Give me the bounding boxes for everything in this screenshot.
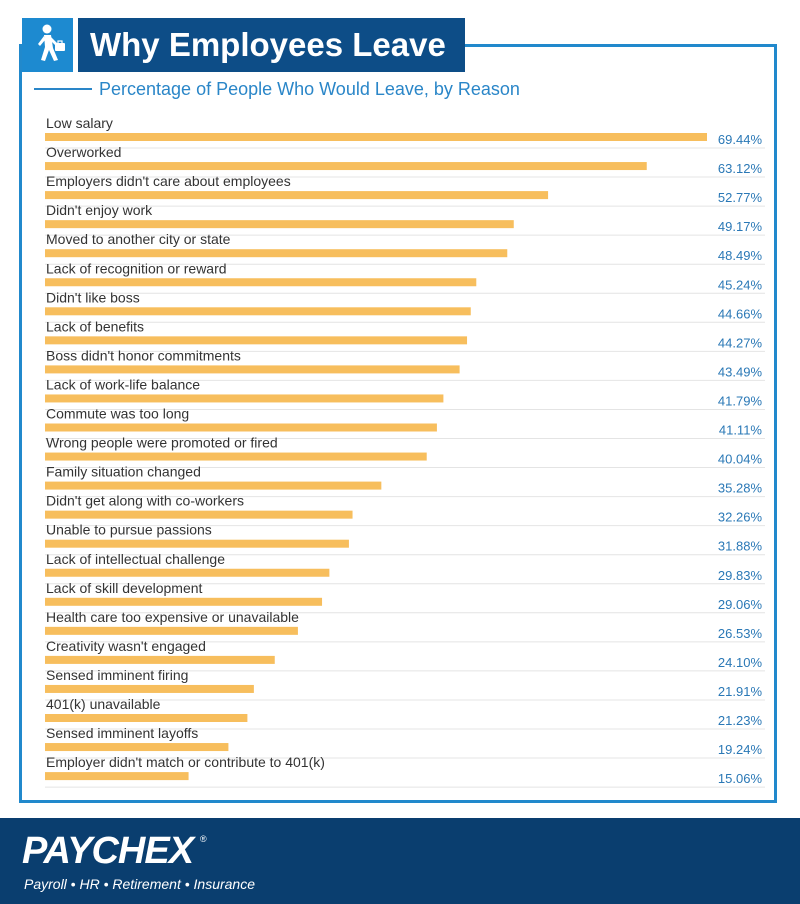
value-label: 32.26%: [718, 510, 763, 525]
bar: [45, 336, 468, 345]
bar: [45, 220, 514, 229]
value-label: 52.77%: [718, 190, 763, 205]
value-label: 29.06%: [718, 597, 763, 612]
category-label: Low salary: [46, 115, 113, 131]
bar: [45, 278, 477, 287]
value-label: 48.49%: [718, 248, 763, 263]
chart-subtitle: Percentage of People Who Would Leave, by…: [99, 79, 520, 99]
category-label: Creativity wasn't engaged: [46, 638, 206, 654]
value-label: 69.44%: [718, 132, 763, 147]
value-label: 21.91%: [718, 684, 763, 699]
bar: [45, 307, 471, 316]
category-label: 401(k) unavailable: [46, 696, 161, 712]
bar: [45, 423, 437, 432]
value-label: 49.17%: [718, 219, 763, 234]
bar: [45, 539, 349, 548]
category-label: Employer didn't match or contribute to 4…: [46, 754, 325, 770]
value-label: 19.24%: [718, 742, 763, 757]
value-label: 41.79%: [718, 393, 763, 408]
bar: [45, 568, 330, 577]
category-label: Lack of benefits: [46, 318, 144, 334]
bar: [45, 714, 248, 722]
value-label: 24.10%: [718, 655, 763, 670]
category-label: Didn't get along with co-workers: [46, 493, 244, 509]
category-label: Moved to another city or state: [46, 231, 231, 247]
bar: [45, 162, 647, 171]
category-label: Lack of intellectual challenge: [46, 551, 225, 567]
bar: [45, 133, 707, 141]
bar: [45, 481, 382, 490]
value-label: 35.28%: [718, 481, 763, 496]
category-label: Wrong people were promoted or fired: [46, 435, 278, 451]
bar: [45, 684, 254, 693]
bar: [45, 597, 323, 606]
category-label: Overworked: [46, 144, 121, 160]
value-label: 44.66%: [718, 306, 763, 321]
value-label: 15.06%: [718, 771, 763, 786]
bar: [45, 743, 229, 752]
value-label: 40.04%: [718, 452, 763, 467]
category-label: Commute was too long: [46, 406, 189, 422]
value-label: 63.12%: [718, 161, 763, 176]
bar: [45, 510, 353, 519]
brand-logo: PAYCHEX: [22, 830, 194, 872]
category-label: Sensed imminent layoffs: [46, 725, 198, 741]
person-walking-with-briefcase-icon: [22, 18, 73, 72]
value-label: 41.11%: [719, 423, 763, 438]
bar: [45, 249, 508, 258]
bar: [45, 191, 549, 200]
value-label: 43.49%: [718, 364, 763, 379]
bar-chart: Low salary 69.44% Overworked 63.12% Employer…: [45, 115, 765, 788]
tagline: Payroll • HR • Retirement • Insurance: [24, 876, 256, 892]
category-label: Health care too expensive or unavailable: [46, 609, 299, 625]
category-label: Sensed imminent firing: [46, 667, 188, 683]
value-label: 44.27%: [718, 335, 763, 350]
bar: [45, 655, 275, 664]
bar: [45, 626, 298, 635]
subtitle-rule: [34, 88, 92, 90]
category-label: Lack of work-life balance: [46, 376, 200, 392]
category-label: Unable to pursue passions: [46, 522, 212, 538]
value-label: 29.83%: [718, 568, 763, 583]
category-label: Didn't like boss: [46, 289, 140, 305]
category-label: Employers didn't care about employees: [46, 173, 291, 189]
value-label: 31.88%: [718, 539, 763, 554]
footer: PAYCHEX ® Payroll • HR • Retirement • In…: [0, 818, 800, 904]
category-label: Lack of recognition or reward: [46, 260, 227, 276]
value-label: 21.23%: [718, 713, 763, 728]
registered-mark: ®: [200, 834, 207, 844]
value-label: 26.53%: [718, 626, 763, 641]
category-label: Lack of skill development: [46, 580, 203, 596]
value-label: 45.24%: [718, 277, 763, 292]
bar: [45, 394, 444, 403]
bar: [45, 365, 460, 374]
category-label: Family situation changed: [46, 464, 201, 480]
category-label: Didn't enjoy work: [46, 202, 153, 218]
title-banner: Why Employees Leave: [22, 18, 465, 72]
page-title: Why Employees Leave: [78, 18, 465, 72]
bar: [45, 452, 427, 461]
category-label: Boss didn't honor commitments: [46, 347, 241, 363]
bar: [45, 772, 189, 781]
